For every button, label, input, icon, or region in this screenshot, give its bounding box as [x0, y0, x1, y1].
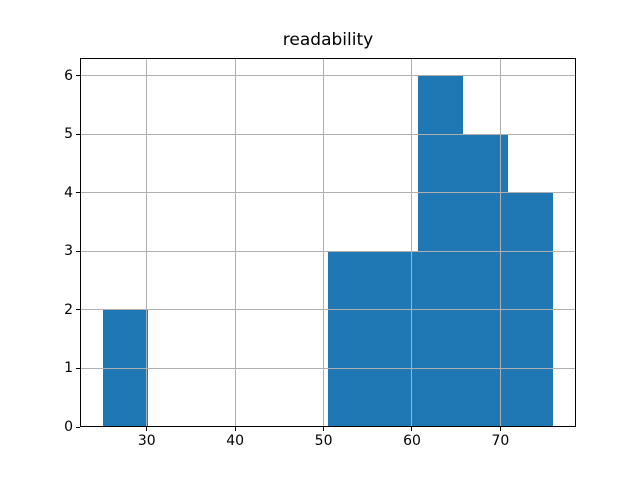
x-tick-label: 60 — [403, 433, 421, 449]
histogram-bar — [328, 251, 374, 427]
y-tick-label: 5 — [64, 126, 73, 143]
gridline-horizontal — [80, 133, 576, 135]
x-tick-mark — [411, 427, 413, 431]
x-tick-label: 30 — [137, 433, 156, 449]
x-tick-mark — [499, 427, 501, 431]
gridline-vertical — [234, 58, 236, 427]
y-tick-label: 6 — [64, 67, 73, 84]
gridline-vertical — [499, 58, 501, 427]
chart-title: readability — [282, 30, 374, 50]
y-tick-label: 4 — [64, 184, 73, 201]
x-tick-label: 50 — [314, 433, 333, 449]
gridline-horizontal — [80, 367, 576, 369]
plot-area — [80, 58, 576, 427]
y-tick-mark — [76, 75, 80, 77]
x-tick-mark — [234, 427, 236, 431]
gridline-vertical — [411, 58, 413, 427]
gridline-horizontal — [80, 75, 576, 77]
y-tick-mark — [76, 192, 80, 194]
x-tick-label: 70 — [491, 433, 510, 449]
y-tick-mark — [76, 133, 80, 135]
gridline-horizontal — [80, 309, 576, 311]
histogram-bar — [463, 134, 509, 427]
y-tick-label: 1 — [64, 360, 73, 377]
x-tick-mark — [323, 427, 325, 431]
gridline-vertical — [323, 58, 325, 427]
y-tick-mark — [76, 367, 80, 369]
y-tick-label: 0 — [64, 419, 73, 435]
y-tick-mark — [76, 426, 80, 428]
y-tick-label: 3 — [64, 243, 73, 260]
gridline-horizontal — [80, 250, 576, 252]
y-tick-mark — [76, 250, 80, 252]
x-tick-label: 40 — [226, 433, 245, 449]
y-tick-label: 2 — [64, 301, 73, 318]
gridline-horizontal — [80, 192, 576, 194]
histogram-bar — [373, 251, 419, 427]
y-tick-mark — [76, 309, 80, 311]
gridline-vertical — [146, 58, 148, 427]
x-tick-mark — [146, 427, 148, 431]
